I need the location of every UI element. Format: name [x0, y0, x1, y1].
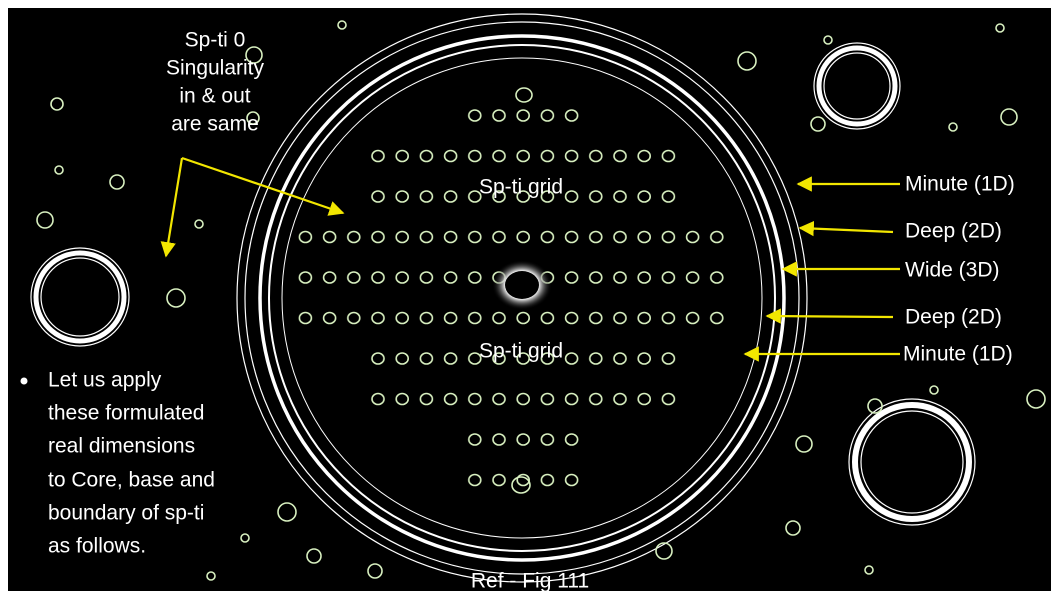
dimension-label: Minute (1D) — [905, 173, 1015, 196]
bullet — [20, 377, 28, 385]
dimension-label: Deep (2D) — [905, 306, 1002, 329]
arrows — [160, 156, 900, 362]
note-line: Singularity — [166, 57, 265, 80]
singularity — [492, 260, 552, 310]
dimension-label: Deep (2D) — [905, 220, 1002, 243]
bullet-line: to Core, base and — [48, 469, 215, 492]
bullet-line: Let us apply — [48, 369, 162, 392]
note-line: Sp-ti 0 — [185, 29, 246, 52]
bullet-line: real dimensions — [48, 435, 195, 458]
core-rings — [236, 13, 808, 583]
outer-spheres — [30, 42, 976, 526]
note-line: in & out — [179, 85, 250, 108]
reference: Ref - Fig 111 — [471, 570, 589, 593]
grid-label: Sp-ti grid — [479, 340, 563, 363]
dimension-label: Wide (3D) — [905, 259, 1000, 282]
bullet-line: these formulated — [48, 402, 204, 425]
dimension-label: Minute (1D) — [903, 343, 1013, 366]
scattered-circles — [36, 20, 1046, 581]
bullet-line: as follows. — [48, 535, 146, 558]
note-line: are same — [171, 113, 259, 136]
grid-label: Sp-ti grid — [479, 176, 563, 199]
bullet-line: boundary of sp-ti — [48, 502, 204, 525]
